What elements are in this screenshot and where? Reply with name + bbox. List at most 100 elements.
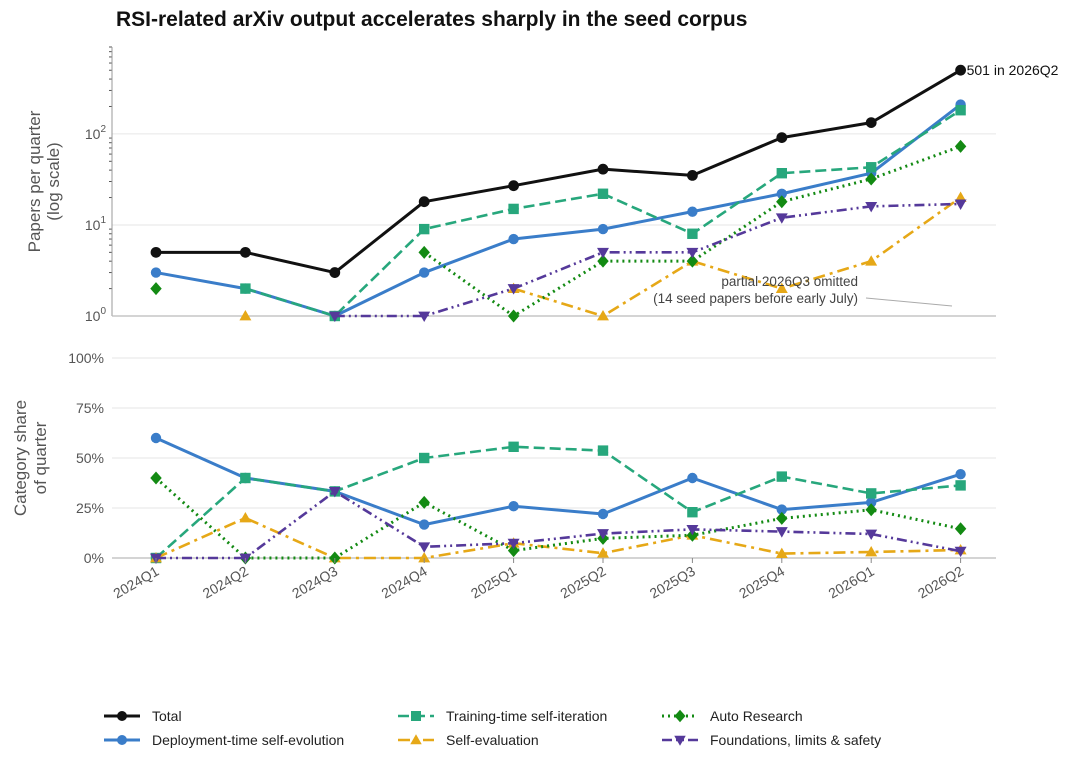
- bottom-point: [508, 441, 519, 452]
- x-tick-label: 2024Q2: [200, 563, 251, 602]
- top-point: [419, 223, 430, 235]
- top-point: [418, 311, 431, 322]
- top-series-4: [328, 199, 967, 322]
- legend-label: Foundations, limits & safety: [710, 732, 881, 748]
- top-point: [597, 247, 609, 259]
- bottom-point: [239, 512, 252, 523]
- top-line: [513, 196, 962, 318]
- top-line: [334, 202, 961, 318]
- x-tick-label: 2026Q1: [826, 563, 877, 602]
- top-point: [954, 199, 967, 210]
- legend-item: Deployment-time self-evolution: [104, 732, 344, 748]
- bottom-point: [507, 538, 520, 550]
- legend: Total Deployment-time self-evolution Train…: [104, 708, 881, 748]
- bottom-point: [866, 488, 877, 499]
- bottom-y-tick-label: 75%: [76, 400, 104, 416]
- top-series-5: [150, 64, 966, 278]
- bottom-point: [597, 547, 609, 558]
- bottom-point: [508, 501, 519, 512]
- top-series-1: [240, 105, 966, 322]
- top-point: [508, 233, 519, 245]
- top-point: [776, 188, 787, 199]
- bottom-point: [775, 547, 788, 559]
- bottom-point: [687, 472, 698, 484]
- x-tick-label: 2026Q2: [915, 563, 966, 602]
- top-point: [597, 163, 609, 175]
- top-point: [954, 191, 967, 202]
- top-y-tick-label: 101: [85, 215, 107, 233]
- top-point: [507, 309, 520, 323]
- top-point: [418, 245, 430, 259]
- bottom-point: [687, 507, 698, 518]
- top-point: [775, 213, 788, 224]
- bottom-point: [686, 524, 699, 536]
- bottom-y-tick-label: 100%: [68, 350, 104, 366]
- bottom-point: [776, 511, 788, 525]
- x-tick-label: 2025Q2: [557, 563, 608, 602]
- bottom-y-label-line1: Category share: [11, 400, 30, 516]
- bottom-line: [155, 445, 961, 559]
- chart-title: RSI-related arXiv output accelerates sha…: [116, 8, 748, 31]
- bottom-point: [418, 495, 430, 509]
- legend-label: Training-time self-iteration: [446, 708, 607, 724]
- top-point: [240, 246, 251, 258]
- top-point: [508, 203, 519, 215]
- partial-quarter-note-line2: (14 seed papers before early July): [653, 291, 858, 306]
- bottom-point: [776, 471, 787, 482]
- top-line: [155, 103, 962, 318]
- bottom-point: [865, 529, 878, 540]
- x-tick-label: 2024Q3: [289, 563, 340, 602]
- top-point: [597, 223, 609, 235]
- top-point: [865, 201, 878, 213]
- bottom-y-tick-label: 0%: [84, 550, 104, 566]
- bottom-point: [507, 544, 520, 558]
- top-point: [328, 311, 341, 322]
- bottom-series-1: [150, 441, 966, 564]
- legend-item: Self-evaluation: [398, 732, 539, 748]
- top-y-label: Papers per quarter (log scale): [25, 110, 63, 252]
- top-point: [150, 267, 162, 278]
- top-point: [866, 162, 877, 173]
- bottom-y-tick-label: 25%: [76, 500, 104, 516]
- legend-swatch-marker: [117, 711, 127, 721]
- legend-swatch-marker: [674, 709, 686, 723]
- bottom-point: [597, 445, 609, 456]
- bottom-point: [865, 546, 878, 557]
- partial-quarter-note-arrow: [865, 297, 953, 307]
- legend-item: Auto Research: [662, 708, 803, 724]
- top-y-label-line1: Papers per quarter: [25, 110, 44, 252]
- top-point: [150, 282, 162, 296]
- x-tick-label: 2025Q3: [647, 563, 698, 602]
- x-tick-label: 2025Q1: [468, 563, 519, 602]
- top-point: [776, 195, 788, 209]
- top-point: [418, 196, 430, 208]
- top-point: [508, 180, 519, 192]
- top-point: [686, 247, 699, 259]
- bottom-y-label-line2: of quarter: [31, 421, 50, 494]
- bottom-panel: 0% 25% 50% 75% 100% Category share of quarter 2…: [11, 350, 996, 602]
- bottom-point: [955, 469, 966, 480]
- bottom-point: [418, 552, 431, 563]
- top-point: [687, 170, 698, 181]
- legend-swatch-marker: [411, 711, 421, 721]
- bottom-point: [418, 542, 431, 553]
- legend-label: Auto Research: [710, 708, 803, 724]
- top-point: [775, 282, 788, 294]
- x-tick-label: 2024Q4: [379, 563, 430, 602]
- legend-swatch-marker: [117, 735, 127, 745]
- top-y-label-line2: (log scale): [44, 142, 63, 220]
- top-point: [419, 267, 430, 278]
- top-point: [597, 254, 609, 268]
- legend-item: Training-time self-iteration: [398, 708, 607, 724]
- bottom-point: [328, 486, 341, 498]
- legend-label: Total: [152, 708, 182, 724]
- bottom-point: [954, 546, 967, 558]
- x-tick-label: 2025Q4: [736, 563, 787, 602]
- partial-quarter-note-line1: partial 2026Q3 omitted: [721, 274, 858, 289]
- bottom-line: [156, 490, 961, 560]
- bottom-point: [865, 503, 877, 517]
- top-panel: 100 101 102 Papers per quarter (log scale) 50…: [25, 46, 1059, 324]
- bottom-line: [154, 476, 961, 560]
- top-point: [597, 188, 609, 199]
